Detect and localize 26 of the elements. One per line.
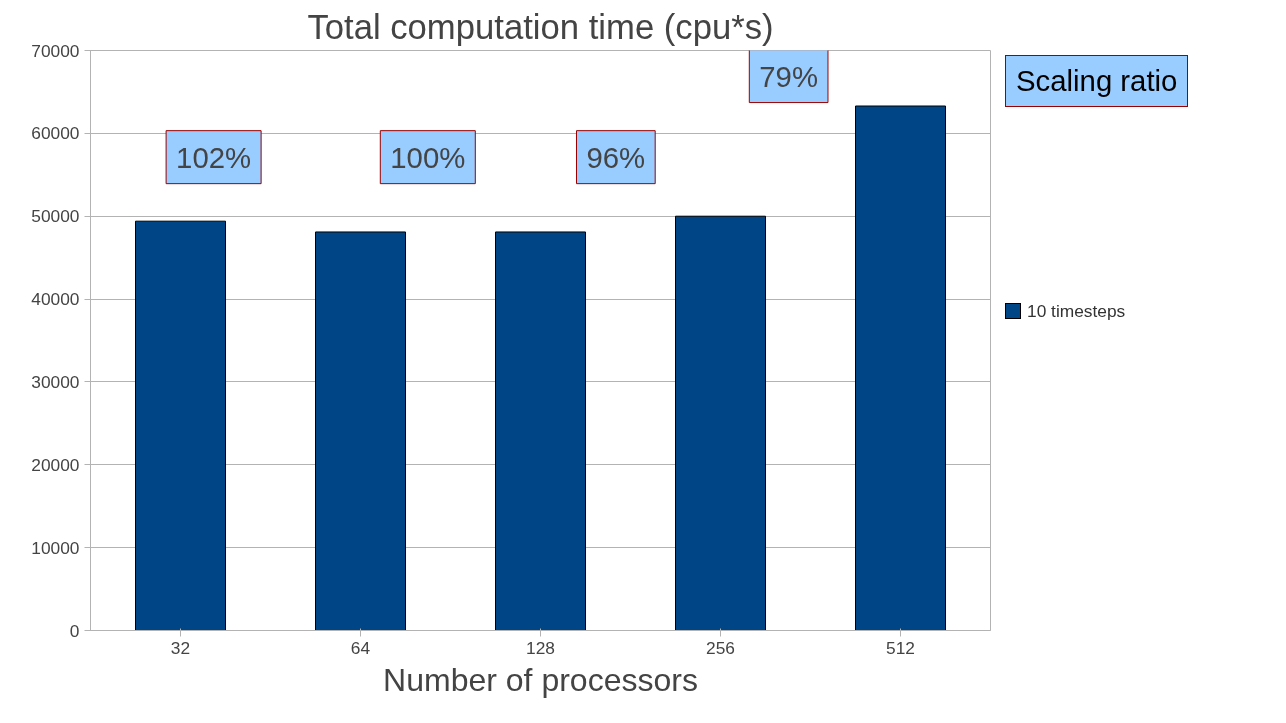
x-axis-title: Number of processors	[383, 661, 698, 698]
bar	[675, 215, 766, 631]
y-tick-label: 20000	[31, 454, 80, 475]
y-tick-label: 10000	[31, 537, 80, 558]
x-tick-label: 512	[886, 637, 915, 658]
annotation: 96%	[586, 140, 646, 174]
legend-label: 10 timesteps	[1027, 299, 1126, 323]
x-tick-label: 256	[706, 637, 735, 658]
annotation: 102%	[176, 140, 252, 174]
x-tick-label: 32	[170, 637, 191, 658]
annotation: 100%	[390, 140, 466, 174]
bar	[135, 220, 226, 631]
annotation: 79%	[759, 59, 818, 93]
bar	[855, 105, 946, 631]
bar	[495, 231, 586, 631]
y-tick-label: 30000	[31, 371, 80, 392]
text: Scaling ratio	[1016, 63, 1178, 99]
y-tick-label: 60000	[31, 123, 80, 144]
chart-title: Total computation time (cpu*s)	[307, 7, 774, 46]
y-tick-label: 40000	[31, 289, 80, 310]
x-tick-label: 64	[350, 637, 371, 658]
y-tick-label: 0	[69, 620, 80, 641]
y-tick-label: 50000	[31, 206, 80, 227]
bar	[315, 231, 406, 631]
x-tick-label: 128	[526, 637, 555, 658]
y-tick-label: 70000	[31, 40, 80, 61]
